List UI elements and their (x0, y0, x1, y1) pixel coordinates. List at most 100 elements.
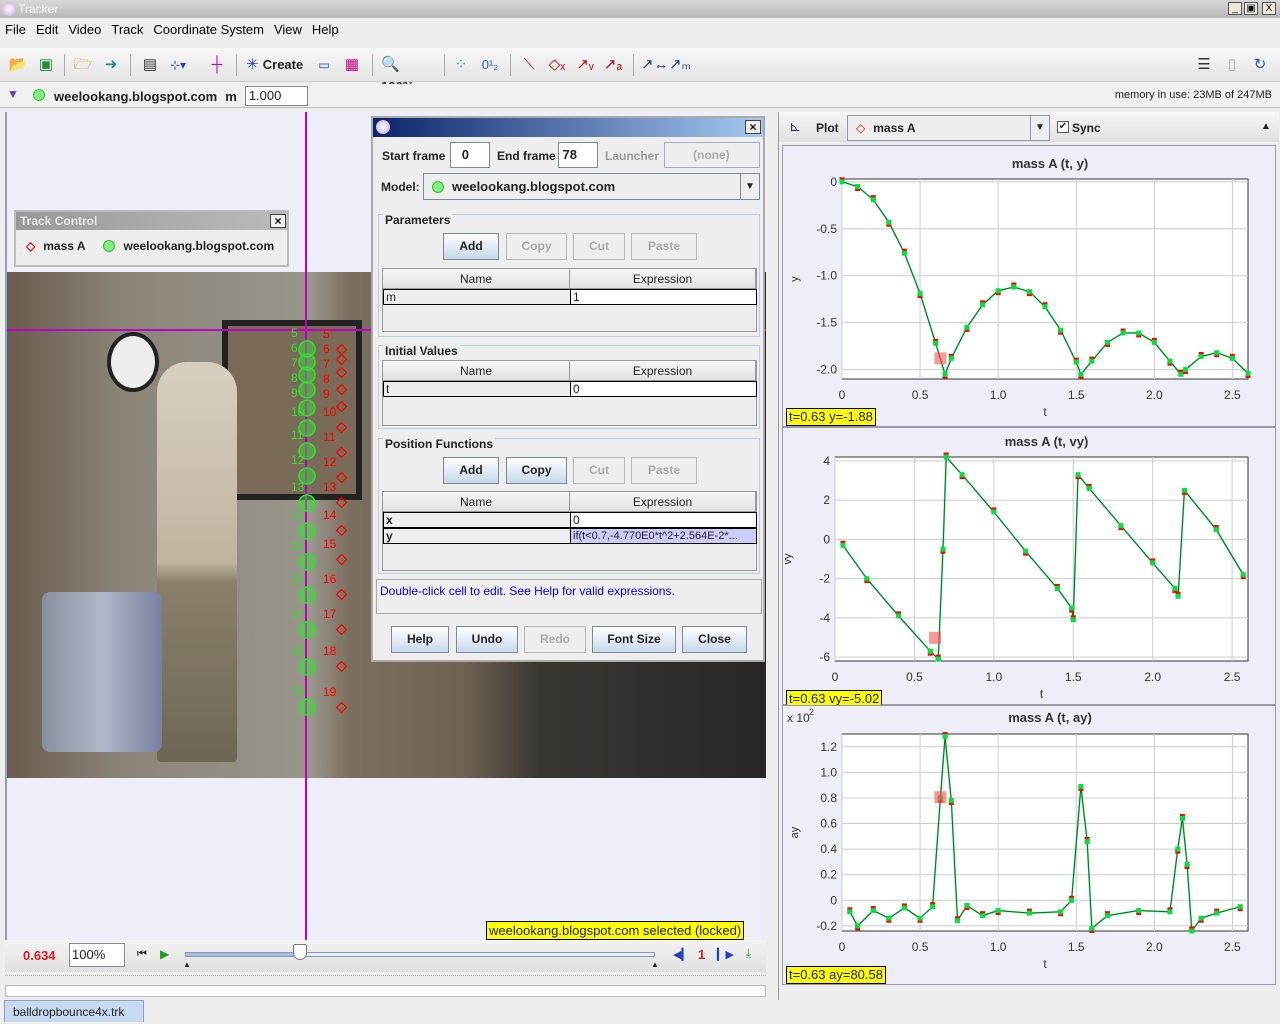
positions-icon[interactable]: ◇ₓ (548, 56, 566, 73)
calibration-tools-icon[interactable]: ⊹▾ (169, 58, 187, 72)
dialog-title-bar[interactable]: × (373, 118, 763, 137)
rate-spinner[interactable]: 100% (69, 943, 125, 967)
model-point (942, 734, 948, 740)
end-marker-icon[interactable]: ▲ (651, 960, 659, 969)
step-size[interactable]: 1 (698, 947, 706, 962)
notes-icon[interactable]: ☰ (1197, 56, 1211, 73)
parameters-add-button[interactable]: Add (443, 233, 499, 260)
y-axis-label: ay (789, 826, 801, 838)
track-menu-icon[interactable]: ▼ (7, 87, 19, 101)
velocities-icon[interactable]: ↗ᵥ (576, 56, 594, 73)
functions-copy-button[interactable]: Copy (506, 457, 567, 484)
table-cell[interactable]: m (383, 289, 571, 305)
coordinate-axes-icon[interactable]: ┼ (211, 56, 223, 73)
data-point-marker (335, 366, 348, 379)
close-button[interactable]: Close (682, 626, 747, 653)
divider[interactable] (5, 975, 766, 983)
functions-cut-button[interactable]: Cut (573, 457, 625, 484)
step-back-icon[interactable]: ◀▎ (673, 949, 690, 961)
help-button[interactable]: Help (391, 626, 449, 653)
create-track-button[interactable]: ✳ Create (246, 56, 304, 73)
export-icon[interactable]: ➜ (104, 56, 118, 73)
menu-file[interactable]: File (5, 21, 26, 37)
functions-add-button[interactable]: Add (443, 457, 499, 484)
plot-vy[interactable]: 0 0.5 1.0 1.5 2.0 2.5 4 2 0 -2 -4 -6 mass A (t, vy) t… (782, 427, 1276, 708)
launcher-select[interactable]: (none) (664, 142, 760, 168)
refresh-icon[interactable]: ↻ (1253, 56, 1267, 73)
clip-settings-icon[interactable]: ▤ (142, 56, 158, 73)
table-cell-selected[interactable]: if(t<0.7,-4.770E0*t^2+2.564E-2*... (570, 528, 757, 544)
menu-view[interactable]: View (273, 21, 302, 37)
parameters-copy-button[interactable]: Copy (506, 233, 567, 260)
font-size-button[interactable]: Font Size (592, 626, 676, 653)
track-control-close-button[interactable]: × (270, 214, 286, 228)
selected-track-name[interactable]: weelookang.blogspot.com (54, 88, 218, 104)
player-options-icon[interactable]: ⤓ (746, 946, 752, 960)
path-icon[interactable]: ⟍ (523, 56, 535, 73)
accelerations-icon[interactable]: ↗ₐ (603, 56, 623, 73)
column-header-expression[interactable]: Expression (570, 492, 756, 512)
end-frame-spinner[interactable]: 78 (558, 142, 598, 168)
minimize-button[interactable]: _ (1228, 2, 1242, 15)
parameters-cut-button[interactable]: Cut (573, 233, 625, 260)
file-tab[interactable]: balldropbounce4x.trk (4, 1000, 144, 1022)
vector-sum-icon[interactable]: ↗↔ (641, 56, 669, 73)
properties-icon[interactable]: ▯ (1227, 56, 1237, 73)
plot-axes-icon[interactable]: ⊾ (789, 118, 801, 134)
track-control-model[interactable]: weelookang.blogspot.com (123, 239, 275, 253)
slider-thumb[interactable] (293, 944, 308, 960)
column-header-name[interactable]: Name (383, 269, 570, 289)
plot-y[interactable]: 0 0.5 1.0 1.5 2.0 2.5 0 -0.5 -1.0 -1.5 -2.0 mass A … (782, 145, 1276, 427)
table-cell[interactable]: 1 (570, 289, 757, 305)
play-icon[interactable]: ▶ (160, 947, 170, 961)
menu-track[interactable]: Track (111, 21, 144, 37)
collapse-icon[interactable]: ▲ (1261, 121, 1271, 132)
menu-coordinate-system[interactable]: Coordinate System (153, 21, 264, 37)
plot-track-select[interactable]: ◇ mass A ▼ (847, 115, 1050, 141)
start-marker-icon[interactable]: ▲ (183, 960, 191, 969)
mass-input[interactable]: 1.000 (244, 86, 308, 106)
column-header-expression[interactable]: Expression (570, 269, 756, 289)
menu-edit[interactable]: Edit (35, 21, 59, 37)
center-of-mass-icon[interactable]: ↗ₘ (669, 56, 691, 73)
parameters-table: Name Expression m 1 (382, 268, 757, 332)
save-icon[interactable]: ▣ (38, 56, 54, 73)
redo-button[interactable]: Redo (524, 626, 586, 653)
parameters-paste-button[interactable]: Paste (631, 233, 697, 260)
column-header-name[interactable]: Name (383, 492, 570, 512)
track-control-icon[interactable]: ▭ (318, 58, 330, 72)
menu-help[interactable]: Help (311, 21, 339, 37)
table-cell[interactable]: y (383, 528, 571, 544)
start-frame-spinner[interactable]: 0 (450, 142, 490, 168)
open-browser-icon[interactable]: 🗁 (73, 56, 93, 73)
model-select[interactable]: weelookang.blogspot.com ▼ (423, 173, 760, 200)
column-header-name[interactable]: Name (383, 361, 570, 381)
chevron-down-icon[interactable]: ▼ (1030, 116, 1049, 140)
column-header-expression[interactable]: Expression (570, 361, 756, 381)
table-cell[interactable]: 0 (570, 381, 757, 397)
undo-button[interactable]: Undo (456, 626, 518, 653)
zoom-button[interactable]: 🔍 106% (381, 54, 437, 94)
step-forward-icon[interactable]: ▎▶ (717, 949, 734, 961)
horizontal-scrollbar[interactable] (5, 985, 766, 997)
close-window-button[interactable]: X (1262, 2, 1276, 15)
dialog-close-icon[interactable]: × (745, 120, 761, 134)
table-cell[interactable]: 0 (570, 512, 757, 528)
maximize-button[interactable]: ▣ (1244, 2, 1258, 15)
plot-ay[interactable]: 0 0.5 1.0 1.5 2.0 2.5 1.2 1.0 0.8 0.6 0.4 0.2 0 -0.2 m… (782, 705, 1276, 985)
reset-icon[interactable]: ⏮ (137, 948, 147, 960)
chevron-down-icon[interactable]: ▼ (740, 174, 759, 199)
functions-paste-button[interactable]: Paste (631, 457, 697, 484)
open-folder-icon[interactable]: 📂 (8, 56, 28, 73)
sync-checkbox[interactable]: ✔ (1057, 121, 1069, 133)
trails-icon[interactable]: ⁘ (454, 56, 468, 73)
labels-icon[interactable]: 0¹₂ (481, 57, 499, 72)
menu-video[interactable]: Video (68, 21, 102, 37)
model-point (1078, 783, 1084, 789)
table-cell[interactable]: x (383, 512, 571, 528)
track-control-mass-a[interactable]: mass A (43, 239, 86, 253)
frame-slider[interactable] (185, 952, 655, 957)
table-cell[interactable]: t (383, 381, 571, 397)
data-tool-icon[interactable]: ▦ (344, 56, 360, 73)
